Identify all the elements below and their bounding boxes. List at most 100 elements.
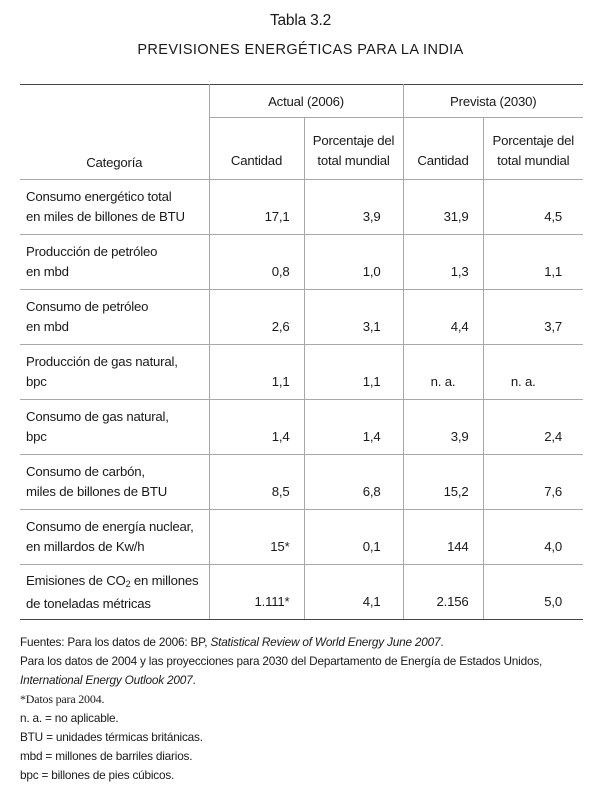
- cell-value: 4,0: [544, 538, 563, 554]
- cell-actual-porcentaje: 3,9: [303, 179, 404, 235]
- cell-prevista-cantidad: 3,9: [402, 399, 484, 455]
- row-category: Consumo de petróleo en mbd: [20, 289, 210, 345]
- group-header-actual: Actual (2006): [208, 84, 404, 118]
- table-row: Consumo de energía nuclear, en millardos …: [20, 509, 584, 565]
- pct-line1: Porcentaje del: [312, 133, 395, 148]
- cell-actual-cantidad: 0,8: [208, 234, 305, 290]
- cell-value: 1,1: [271, 373, 290, 389]
- category-line1: Consumo energético total: [26, 189, 172, 204]
- cell-actual-porcentaje: 1,0: [303, 234, 404, 290]
- cell-prevista-cantidad: 15,2: [402, 454, 484, 510]
- cell-prevista-cantidad: n. a.: [402, 344, 484, 400]
- cell-value: 17,1: [264, 208, 290, 224]
- column-header-actual-porcentaje: Porcentaje del total mundial: [303, 117, 404, 180]
- category-line2: en millardos de Kw/h: [26, 539, 145, 554]
- column-header-actual-cantidad: Cantidad: [209, 117, 305, 180]
- category-line1: Emisiones de CO: [26, 572, 126, 588]
- note-text: .: [440, 635, 444, 649]
- cell-prevista-cantidad: 2.156: [402, 564, 484, 620]
- note-italic: Statistical Review of World Energy June …: [210, 635, 441, 649]
- cell-value: 1,4: [271, 428, 290, 444]
- note-text: Para los datos de 2004 y las proyeccione…: [20, 654, 543, 668]
- cell-prevista-porcentaje: 7,6: [482, 454, 584, 510]
- category-line2: bpc: [26, 374, 47, 389]
- cell-value: 2,6: [271, 318, 290, 334]
- cell-value: 0,1: [362, 538, 381, 554]
- abbr-btu: BTU = unidades térmicas británicas.: [20, 730, 203, 744]
- note-text: Fuentes: Para los datos de 2006: BP,: [20, 635, 211, 649]
- row-category: Consumo de energía nuclear, en millardos …: [20, 509, 210, 565]
- table-notes: Fuentes: Para los datos de 2006: BP, Sta…: [20, 633, 595, 785]
- cell-value: 2.156: [436, 593, 469, 609]
- table-row: Consumo de carbón, miles de billones de B…: [20, 454, 584, 510]
- category-line2: en mbd: [26, 319, 69, 334]
- source-note-2004: Para los datos de 2004 y las proyeccione…: [20, 652, 595, 690]
- cell-actual-cantidad: 2,6: [208, 289, 305, 345]
- row-category: Consumo de carbón, miles de billones de B…: [20, 454, 210, 510]
- cell-actual-cantidad: 1,1: [208, 344, 305, 400]
- category-line2: bpc: [26, 429, 47, 444]
- cell-prevista-cantidad: 4,4: [402, 289, 484, 345]
- cell-value: 1.111*: [254, 593, 290, 609]
- cell-value: 1,0: [362, 263, 381, 279]
- column-header-category: Categoría: [20, 84, 210, 180]
- abbr-mbd: mbd = millones de barriles diarios.: [20, 749, 193, 763]
- table-caption-subtitle: PREVISIONES ENERGÉTICAS PARA LA INDIA: [137, 42, 464, 58]
- subscript-2: 2: [125, 578, 131, 589]
- column-header-prevista-porcentaje: Porcentaje del total mundial: [482, 117, 584, 180]
- row-category: Producción de petróleo en mbd: [20, 234, 210, 290]
- row-category: Consumo de gas natural, bpc: [20, 399, 210, 455]
- cell-value: 3,9: [450, 428, 469, 444]
- table-row: Producción de petróleo en mbd 0,8 1,0 1,3…: [20, 234, 584, 290]
- category-line2: en mbd: [26, 264, 69, 279]
- category-line1: Consumo de gas natural,: [26, 409, 169, 424]
- cell-prevista-porcentaje: 2,4: [482, 399, 584, 455]
- cell-value: 7,6: [544, 483, 563, 499]
- source-note-2006: Fuentes: Para los datos de 2006: BP, Sta…: [20, 633, 595, 652]
- cell-value: 4,5: [544, 208, 563, 224]
- table-row: Producción de gas natural, bpc 1,1 1,1 n.…: [20, 344, 584, 400]
- abbr-na: n. a. = no aplicable.: [20, 711, 119, 725]
- column-header-prevista-cantidad: Cantidad: [402, 117, 484, 180]
- cell-prevista-cantidad: 31,9: [402, 179, 484, 235]
- category-line2: miles de billones de BTU: [26, 484, 168, 499]
- note-text: .: [192, 673, 196, 687]
- pct-line1: Porcentaje del: [492, 133, 575, 148]
- pct-line2: total mundial: [317, 153, 390, 168]
- header-row-groups: Categoría Actual (2006) Prevista (2030): [20, 84, 584, 180]
- cell-value: n. a.: [510, 373, 536, 389]
- cell-actual-porcentaje: 6,8: [303, 454, 404, 510]
- cell-actual-porcentaje: 0,1: [303, 509, 404, 565]
- header-row-columns: Cantidad Porcentaje del total mundial Can…: [20, 117, 584, 180]
- cell-actual-porcentaje: 4,1: [303, 564, 404, 620]
- cell-prevista-porcentaje: 4,0: [482, 509, 584, 565]
- category-line1: Consumo de energía nuclear,: [26, 519, 194, 534]
- cell-actual-porcentaje: 1,4: [303, 399, 404, 455]
- table-caption-title: Tabla 3.2: [269, 12, 332, 29]
- cell-value: 8,5: [271, 483, 290, 499]
- cell-prevista-porcentaje: n. a.: [482, 344, 584, 400]
- cell-value: 5,0: [544, 593, 563, 609]
- footnote-asterisk: *Datos para 2004.: [20, 692, 105, 706]
- cell-value: 0,8: [271, 263, 290, 279]
- cell-prevista-porcentaje: 5,0: [482, 564, 584, 620]
- category-line1: Producción de petróleo: [26, 244, 158, 259]
- cell-value: 15*: [270, 538, 290, 554]
- abbr-bpc: bpc = billones de pies cúbicos.: [20, 768, 175, 782]
- cell-actual-cantidad: 8,5: [208, 454, 305, 510]
- table-row: Consumo de gas natural, bpc 1,4 1,4 3,9 2…: [20, 399, 584, 455]
- category-line1-rest: en millones: [130, 572, 199, 588]
- note-italic: International Energy Outlook 2007: [20, 673, 193, 687]
- cell-actual-cantidad: 1,4: [208, 399, 305, 455]
- cell-prevista-porcentaje: 1,1: [482, 234, 584, 290]
- cell-value: 3,9: [362, 208, 381, 224]
- category-line1: Consumo de carbón,: [26, 464, 145, 479]
- cell-value: 15,2: [443, 483, 469, 499]
- cell-value: 4,4: [450, 318, 469, 334]
- cell-actual-porcentaje: 3,1: [303, 289, 404, 345]
- category-line2: de toneladas métricas: [26, 595, 151, 611]
- cell-value: 6,8: [362, 483, 381, 499]
- table-row: Emisiones de CO2 en millones de toneladas…: [20, 564, 584, 620]
- cell-value: 144: [447, 538, 469, 554]
- cell-value: 1,3: [450, 263, 469, 279]
